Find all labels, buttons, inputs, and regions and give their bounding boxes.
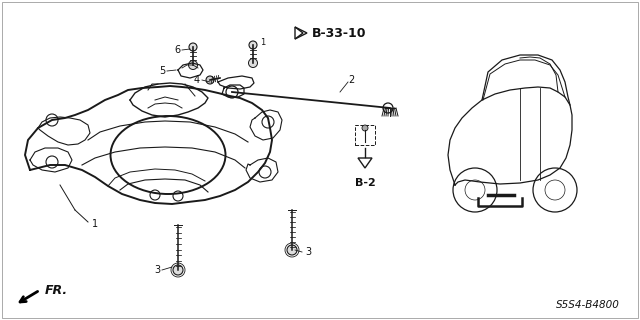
Circle shape xyxy=(189,60,198,69)
Bar xyxy=(355,125,375,145)
Text: 5: 5 xyxy=(159,66,165,76)
Text: 1: 1 xyxy=(92,219,98,229)
Text: B-2: B-2 xyxy=(355,178,376,188)
Text: FR.: FR. xyxy=(45,284,68,297)
Circle shape xyxy=(173,265,183,275)
Text: 3: 3 xyxy=(305,247,311,257)
Text: 3: 3 xyxy=(154,265,160,275)
Circle shape xyxy=(189,43,197,51)
Circle shape xyxy=(249,41,257,49)
Circle shape xyxy=(287,245,297,255)
Circle shape xyxy=(362,125,368,131)
Circle shape xyxy=(248,59,257,68)
Text: B-33-10: B-33-10 xyxy=(312,27,367,39)
Text: 4: 4 xyxy=(194,75,200,85)
Text: S5S4-B4800: S5S4-B4800 xyxy=(556,300,620,310)
Text: 2: 2 xyxy=(348,75,355,85)
Circle shape xyxy=(206,76,214,84)
Text: 1: 1 xyxy=(260,37,265,46)
Text: 6: 6 xyxy=(174,45,180,55)
